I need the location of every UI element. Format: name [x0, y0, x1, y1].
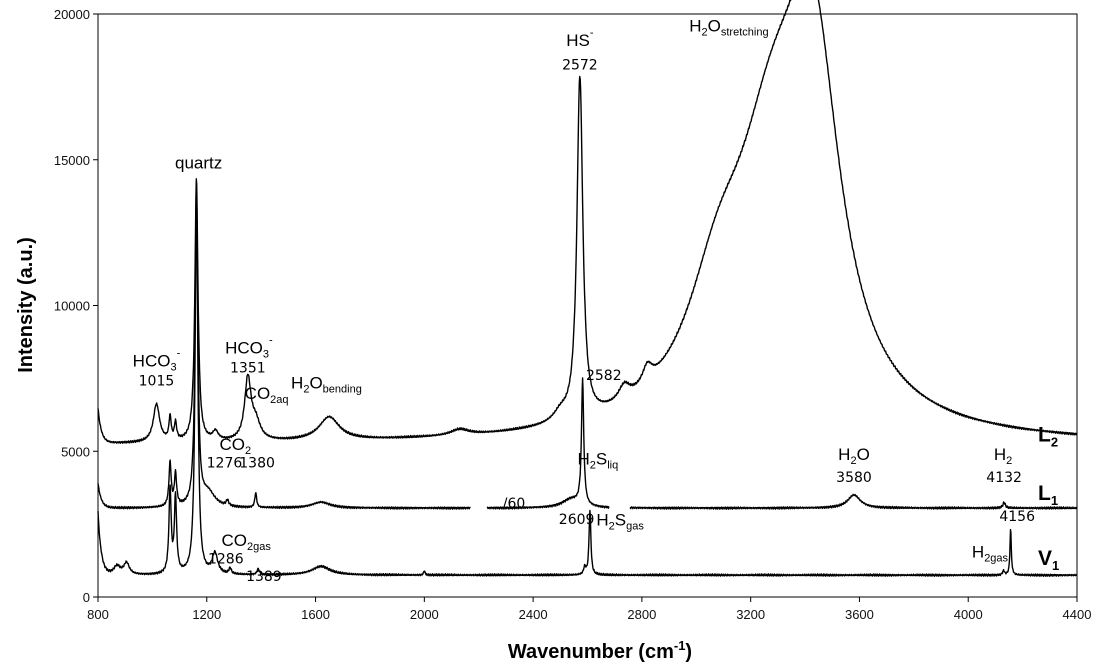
annotation-co2aq: CO2aq: [245, 384, 289, 406]
annotation-h2o-str: H2Ostretching: [689, 16, 768, 38]
annotation-num-1286: 1286: [208, 551, 244, 567]
x-tick-label: 800: [87, 607, 109, 622]
annotation-h2gas: H2gas: [972, 543, 1009, 565]
x-tick-label: 3200: [736, 607, 765, 622]
annotation-num-2582: 2582: [586, 368, 622, 384]
y-axis-title: Intensity (a.u.): [15, 237, 37, 373]
annotation-div60: /60: [503, 496, 526, 512]
annotation-num-3580: 3580: [836, 470, 872, 486]
annotation-h2sliq: H2Sliq: [577, 449, 618, 471]
annotation-h2o: H2O: [838, 445, 870, 467]
x-tick-label: 4000: [954, 607, 983, 622]
annotations-group: quartzHS-2572H2OstretchingHCO3-1015HCO3-…: [133, 16, 1035, 584]
annotation-hco3-a: HCO3-: [133, 348, 181, 374]
spectrum-line-v1: [97, 196, 1078, 577]
annotation-co2gas: CO2gas: [222, 531, 272, 553]
annotation-num-4132: 4132: [986, 470, 1022, 486]
annotation-quartz: quartz: [175, 153, 222, 172]
annotation-num-1351: 1351: [230, 361, 266, 377]
annotation-hs: HS-: [566, 27, 594, 50]
annotation-num-1380: 1380: [239, 455, 275, 471]
y-tick-label: 15000: [54, 153, 90, 168]
axes-group: 800 1200 1600 2000 2400 2800 3200 3600 4000 4400 0…: [54, 7, 1092, 622]
annotation-h2: H2: [994, 445, 1012, 467]
spectrum-line-l2: [97, 0, 1078, 444]
annotation-co2: CO2: [220, 435, 252, 457]
x-axis-title: Wavenumber (cm-1): [508, 638, 692, 663]
y-tick-label: 20000: [54, 7, 90, 22]
x-tick-label: 4400: [1063, 607, 1092, 622]
annotation-num-4156: 4156: [999, 509, 1035, 525]
y-tick-label: 0: [83, 590, 90, 605]
annotation-num-2609: 2609: [559, 512, 595, 528]
series-label-l1: L1: [1038, 482, 1058, 508]
annotation-num-1015: 1015: [139, 374, 175, 390]
plot-frame: [97, 13, 1078, 598]
y-tick-label: 10000: [54, 299, 90, 314]
series-label-v1: V1: [1038, 547, 1059, 573]
y-tick-label: 5000: [61, 444, 90, 459]
x-tick-label: 1200: [192, 607, 221, 622]
annotation-hs-num: 2572: [562, 57, 598, 73]
series-label-l2: L2: [1038, 423, 1058, 449]
x-tick-label: 2000: [410, 607, 439, 622]
annotation-h2sgas: H2Sgas: [596, 511, 644, 533]
x-tick-label: 3600: [845, 607, 874, 622]
x-tick-label: 2400: [519, 607, 548, 622]
spectra-group: L2 L1 V1: [97, 0, 1078, 577]
annotation-hco3-b: HCO3-: [225, 335, 273, 361]
annotation-num-1389: 1389: [246, 569, 282, 585]
spectrum-line-l1: [97, 186, 1078, 510]
x-tick-label: 2800: [627, 607, 656, 622]
annotation-num-1276: 1276: [207, 455, 243, 471]
annotation-h2o-bend: H2Obending: [291, 374, 362, 396]
x-tick-label: 1600: [301, 607, 330, 622]
